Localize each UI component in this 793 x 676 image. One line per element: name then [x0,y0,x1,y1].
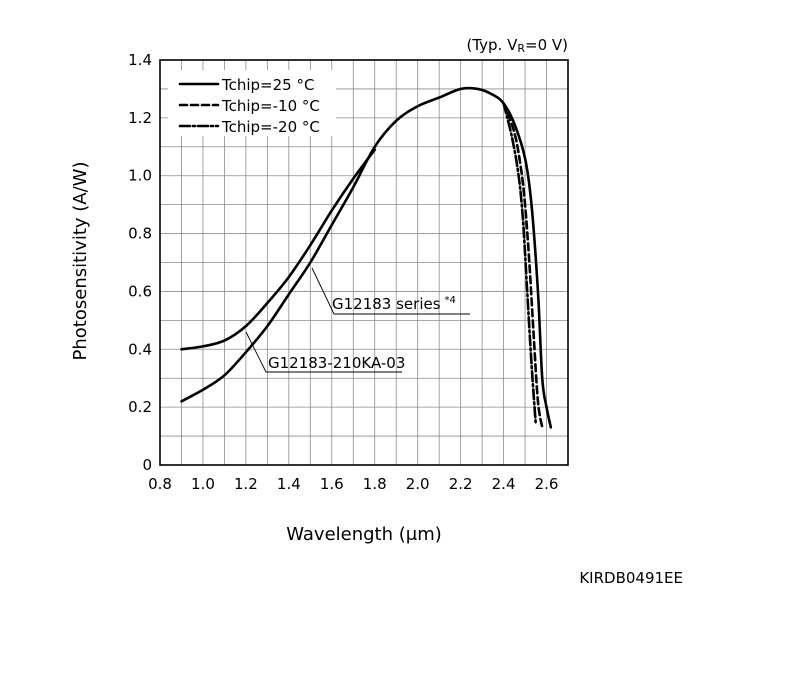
series [180,86,553,429]
x-tick-label: 2.0 [406,475,430,493]
model-annotation-label: G12183-210KA-03 [268,354,405,372]
y-tick-label: 0.2 [128,398,152,416]
series-annotation-label: G12183 series *4 [332,295,456,313]
y-tick-label: 1.0 [128,167,152,185]
x-tick-label: 1.0 [191,475,215,493]
legend-label-minus10: Tchip=-10 °C [221,97,320,115]
condition-label: (Typ. VR=0 V) [466,36,568,55]
series-annotation: G12183 series *4 [311,267,470,315]
legend-label-minus20: Tchip=-20 °C [221,118,320,136]
series-line-dashdot-3 [502,102,538,426]
y-axis-ticks: 0 0.2 0.4 0.6 0.8 1.0 1.2 1.4 [128,51,152,474]
y-tick-label: 0.8 [128,225,152,243]
y-tick-label: 1.4 [128,51,152,69]
series-line-solid-1 [180,86,553,429]
legend-label-25: Tchip=25 °C [221,76,314,94]
x-tick-label: 2.4 [492,475,516,493]
legend-background [168,70,336,136]
legend: Tchip=25 °C Tchip=-10 °C Tchip=-20 °C [168,70,336,136]
x-axis-label: Wavelength (μm) [286,524,442,545]
y-tick-label: 1.2 [128,109,152,127]
x-axis-ticks: 0.8 1.0 1.2 1.4 1.6 1.8 2.0 2.2 2.4 2.6 [148,475,558,493]
x-tick-label: 1.6 [320,475,344,493]
y-axis-label: Photosensitivity (A/W) [70,162,91,361]
x-tick-label: 0.8 [148,475,172,493]
x-tick-label: 2.6 [535,475,559,493]
x-tick-label: 2.2 [449,475,473,493]
y-tick-label: 0.6 [128,282,152,300]
plot-frame [159,59,569,466]
y-tick-label: 0 [142,456,152,474]
x-tick-label: 1.2 [234,475,258,493]
series-line-solid-0 [180,148,377,351]
series-line-dashed-2 [502,102,544,429]
y-tick-label: 0.4 [128,340,152,358]
x-tick-label: 1.8 [363,475,387,493]
series-annotation-leader [311,267,335,315]
model-annotation-leader [245,331,267,373]
document-code: KIRDB0491EE [579,569,683,587]
model-annotation: G12183-210KA-03 [245,331,405,373]
x-tick-label: 1.4 [277,475,301,493]
